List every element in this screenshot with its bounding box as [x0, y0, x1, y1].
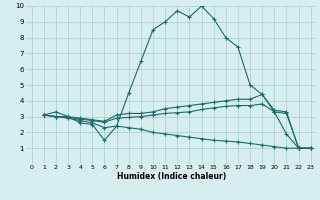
X-axis label: Humidex (Indice chaleur): Humidex (Indice chaleur) [116, 172, 226, 181]
